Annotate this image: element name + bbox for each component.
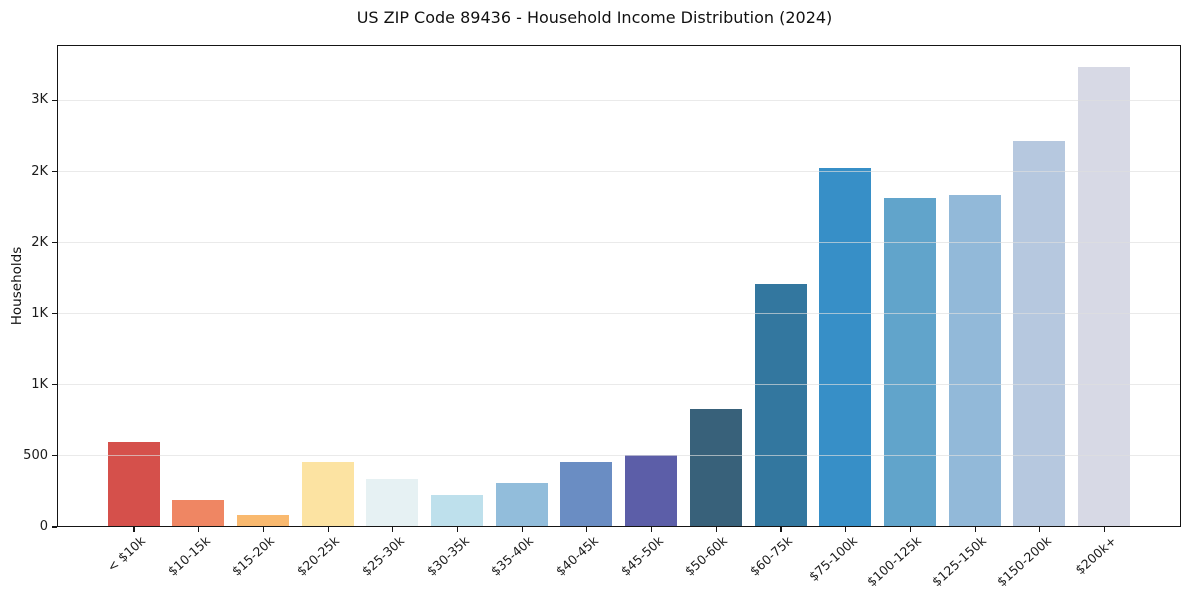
bar	[1078, 66, 1130, 526]
bar	[625, 454, 678, 526]
x-tick-mark	[392, 527, 394, 532]
bar	[301, 462, 354, 526]
x-tick-mark	[262, 527, 264, 532]
x-tick-mark	[715, 527, 717, 532]
bar	[948, 194, 1001, 526]
y-tick-mark	[52, 313, 57, 315]
x-tick-mark	[1039, 527, 1041, 532]
x-tick-mark	[845, 527, 847, 532]
bar	[1013, 140, 1066, 526]
y-tick-label: 0	[39, 519, 48, 534]
y-tick-mark	[52, 170, 57, 173]
x-tick-mark	[133, 527, 135, 532]
chart-title: US ZIP Code 89436 - Household Income Dis…	[356, 8, 833, 27]
gridline	[58, 455, 1180, 457]
bar	[754, 283, 807, 526]
bar	[495, 483, 548, 526]
y-tick-mark	[52, 526, 57, 528]
x-tick-mark	[1103, 527, 1106, 532]
gridline	[58, 313, 1180, 315]
x-tick-mark	[327, 527, 329, 532]
bar	[560, 461, 613, 526]
x-tick-mark	[456, 527, 459, 532]
x-tick-label: < $10k	[104, 533, 149, 575]
bar	[883, 197, 936, 526]
bar	[172, 499, 225, 526]
bar	[236, 515, 289, 526]
x-tick-mark	[780, 527, 782, 532]
y-tick-label: 3K	[31, 92, 48, 108]
x-tick-mark	[651, 527, 653, 532]
bar	[366, 479, 419, 526]
plot-area	[57, 45, 1181, 527]
y-tick-label: 500	[23, 447, 48, 463]
y-tick-mark	[52, 384, 57, 386]
gridline	[58, 99, 1180, 101]
y-tick-mark	[52, 242, 57, 244]
y-tick-label: 2K	[31, 163, 48, 179]
y-tick-mark	[52, 455, 57, 457]
y-tick-label: 2K	[31, 234, 48, 250]
y-tick-mark	[52, 99, 57, 102]
x-tick-mark	[974, 527, 976, 532]
x-tick-mark	[909, 527, 911, 532]
x-tick-mark	[586, 527, 588, 532]
gridline	[58, 242, 1180, 244]
y-tick-label: 1K	[31, 376, 48, 392]
gridline	[58, 384, 1180, 386]
bar	[819, 168, 872, 526]
y-tick-label: 1K	[31, 305, 48, 321]
x-tick-mark	[521, 527, 523, 532]
bar	[431, 495, 483, 526]
bar	[689, 409, 742, 526]
gridline	[58, 171, 1180, 173]
x-tick-mark	[198, 527, 200, 532]
